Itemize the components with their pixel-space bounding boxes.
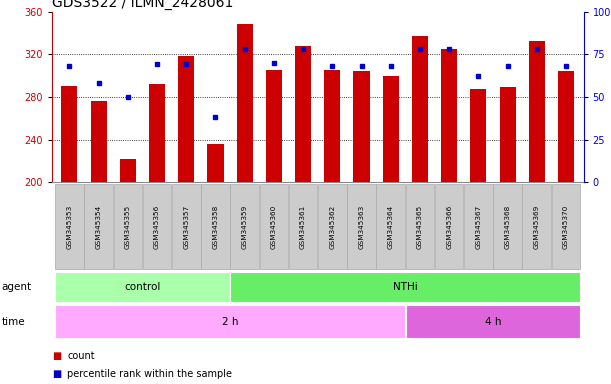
Bar — [441, 49, 457, 182]
Text: control: control — [124, 282, 161, 292]
Bar — [295, 46, 311, 182]
Text: GSM345363: GSM345363 — [359, 204, 365, 249]
Text: agent: agent — [2, 282, 32, 292]
Text: GSM345360: GSM345360 — [271, 204, 277, 249]
Bar — [84, 184, 113, 269]
Text: ■: ■ — [52, 369, 61, 379]
Text: GSM345362: GSM345362 — [329, 204, 335, 249]
Text: GSM345370: GSM345370 — [563, 204, 569, 249]
Bar — [376, 184, 405, 269]
Text: NTHi: NTHi — [393, 282, 418, 292]
Text: GSM345366: GSM345366 — [446, 204, 452, 249]
Bar — [522, 184, 551, 269]
Bar — [236, 24, 253, 182]
Text: GSM345365: GSM345365 — [417, 204, 423, 249]
Bar — [178, 56, 194, 182]
Bar — [552, 184, 580, 269]
Bar — [347, 184, 376, 269]
Bar — [143, 184, 172, 269]
Text: GSM345356: GSM345356 — [154, 204, 160, 249]
Bar — [382, 76, 399, 182]
Text: 2 h: 2 h — [222, 316, 238, 327]
Bar — [470, 89, 486, 182]
Bar — [90, 101, 107, 182]
Bar — [406, 184, 434, 269]
Bar — [500, 87, 516, 182]
Bar — [149, 84, 165, 182]
Bar — [558, 71, 574, 182]
Text: GSM345358: GSM345358 — [213, 204, 219, 249]
Text: count: count — [67, 351, 95, 361]
Text: GSM345354: GSM345354 — [96, 204, 101, 249]
Bar — [260, 184, 288, 269]
Bar — [406, 305, 580, 338]
Text: GSM345357: GSM345357 — [183, 204, 189, 249]
Bar — [62, 86, 78, 182]
Text: GDS3522 / ILMN_2428061: GDS3522 / ILMN_2428061 — [52, 0, 233, 10]
Text: GSM345353: GSM345353 — [67, 204, 73, 249]
Bar — [529, 41, 545, 182]
Bar — [289, 184, 318, 269]
Bar — [324, 70, 340, 182]
Bar — [55, 272, 230, 302]
Bar — [435, 184, 464, 269]
Bar — [318, 184, 346, 269]
Text: time: time — [2, 316, 26, 327]
Text: 4 h: 4 h — [485, 316, 501, 327]
Text: GSM345369: GSM345369 — [534, 204, 540, 249]
Bar — [230, 184, 259, 269]
Bar — [464, 184, 492, 269]
Text: GSM345361: GSM345361 — [300, 204, 306, 249]
Text: ■: ■ — [52, 351, 61, 361]
Text: GSM345364: GSM345364 — [388, 204, 393, 249]
Bar — [201, 184, 230, 269]
Bar — [354, 71, 370, 182]
Bar — [172, 184, 200, 269]
Bar — [230, 272, 580, 302]
Bar — [412, 36, 428, 182]
Bar — [266, 70, 282, 182]
Text: GSM345355: GSM345355 — [125, 204, 131, 249]
Bar — [208, 144, 224, 182]
Bar — [120, 159, 136, 182]
Text: GSM345367: GSM345367 — [475, 204, 481, 249]
Bar — [55, 184, 84, 269]
Text: GSM345368: GSM345368 — [505, 204, 511, 249]
Bar — [55, 305, 405, 338]
Bar — [493, 184, 522, 269]
Text: GSM345359: GSM345359 — [242, 204, 247, 249]
Text: percentile rank within the sample: percentile rank within the sample — [67, 369, 232, 379]
Bar — [114, 184, 142, 269]
